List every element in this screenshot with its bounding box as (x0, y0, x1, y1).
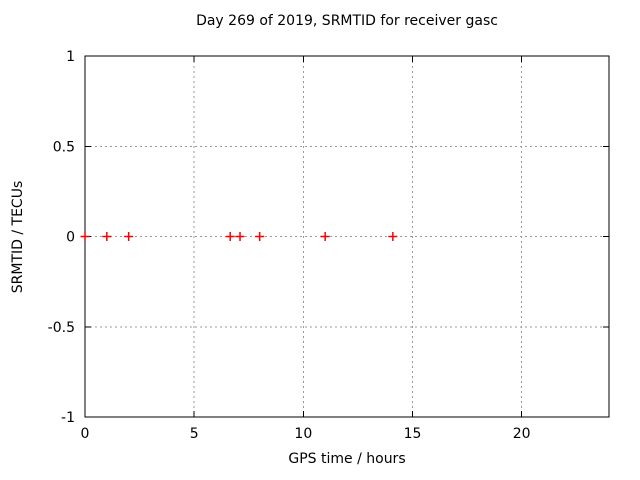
x-tick-label: 5 (190, 426, 199, 442)
y-tick-label: -0.5 (48, 320, 75, 336)
data-point-marker (225, 232, 235, 241)
y-tick-label: -1 (61, 410, 75, 426)
x-axis-label: GPS time / hours (288, 451, 406, 467)
data-point-marker (80, 232, 90, 241)
data-point-marker (255, 232, 265, 241)
data-point-marker (235, 232, 245, 241)
x-tick-label: 10 (294, 426, 312, 442)
x-tick-label: 20 (513, 426, 531, 442)
y-tick-label: 0 (66, 230, 75, 246)
data-point-marker (388, 232, 398, 241)
x-tick-label: 15 (404, 426, 422, 442)
y-tick-label: 0.5 (53, 139, 75, 155)
data-point-marker (124, 232, 134, 241)
y-tick-label: 1 (66, 49, 75, 65)
data-point-marker (102, 232, 112, 241)
chart-title: Day 269 of 2019, SRMTID for receiver gas… (196, 13, 498, 29)
data-point-marker (320, 232, 330, 241)
x-tick-label: 0 (81, 426, 90, 442)
